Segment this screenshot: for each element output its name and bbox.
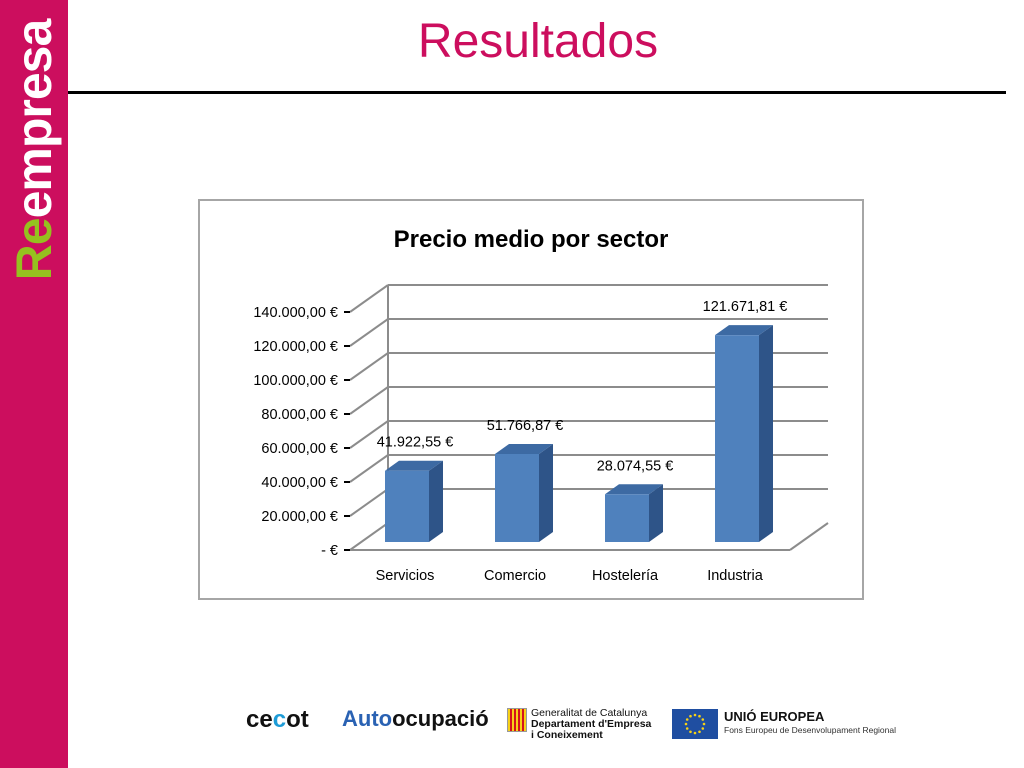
bar xyxy=(605,494,649,542)
bar xyxy=(495,453,539,542)
data-label: 41.922,55 € xyxy=(377,435,454,451)
x-tick-label: Hostelería xyxy=(592,568,659,584)
y-tick-label: 140.000,00 € xyxy=(253,305,338,321)
reempresa-logo: Reempresa xyxy=(0,0,68,300)
y-tick-label: 80.000,00 € xyxy=(261,407,338,423)
bar-top xyxy=(605,484,663,495)
bar xyxy=(715,335,759,542)
gridline-diagonal xyxy=(349,454,389,483)
eu-star xyxy=(693,713,697,717)
autoocupacio-logo-part-1: Auto xyxy=(342,706,393,731)
bar-top xyxy=(495,443,553,454)
eu-subtitle: Fons Europeu de Desenvolupament Regional xyxy=(724,725,897,735)
y-tick-label: 100.000,00 € xyxy=(253,373,338,389)
data-label: 121.671,81 € xyxy=(703,299,788,315)
bar-top xyxy=(715,325,773,336)
cecot-logo-part-3: ot xyxy=(286,706,309,733)
y-tick-label: 120.000,00 € xyxy=(253,339,338,355)
logo-letter-r: R xyxy=(6,245,62,281)
page-title: Resultados xyxy=(417,15,659,68)
generalitat-line-2: Departament d'Empresa xyxy=(531,718,652,730)
x-tick-label: Industria xyxy=(707,568,764,584)
eu-star xyxy=(698,730,701,734)
bar-side xyxy=(539,443,553,542)
bar-top xyxy=(385,460,443,471)
eu-star xyxy=(693,731,697,735)
bar-side xyxy=(759,325,773,542)
data-label: 51.766,87 € xyxy=(487,418,564,434)
bar-side xyxy=(429,460,443,542)
eu-star xyxy=(685,718,689,721)
cecot-logo-part-2: c xyxy=(272,706,287,733)
eu-star xyxy=(698,714,701,718)
x-tick-label: Comercio xyxy=(484,568,546,584)
bar-side xyxy=(649,484,663,542)
autoocupacio-logo-part-2: ocupació xyxy=(392,706,489,731)
generalitat-logo: Generalitat de Catalunya Departament d'E… xyxy=(507,708,657,742)
eu-flag-icon xyxy=(672,709,718,739)
gridline-diagonal xyxy=(349,386,389,415)
title-divider xyxy=(68,91,1006,94)
floor-right-edge xyxy=(789,522,829,551)
y-tick-label: 40.000,00 € xyxy=(261,475,338,491)
cecot-logo: cecot xyxy=(246,706,309,734)
logo-word-empresa: empresa xyxy=(6,19,62,219)
eu-logo: UNIÓ EUROPEA Fons Europeu de Desenvolupa… xyxy=(672,709,896,743)
eu-title: UNIÓ EUROPEA xyxy=(724,709,825,724)
eu-star xyxy=(701,727,705,730)
eu-star xyxy=(701,718,705,721)
eu-star xyxy=(684,722,688,726)
generalitat-line-1: Generalitat de Catalunya xyxy=(531,707,648,719)
gridline-diagonal xyxy=(349,318,389,347)
gridline-diagonal xyxy=(349,284,389,313)
eu-star xyxy=(689,730,692,734)
bar xyxy=(385,470,429,542)
chart-title: Precio medio por sector xyxy=(394,226,669,253)
bar-chart: Precio medio por sector - € 20.000,00 € 40.… xyxy=(253,226,829,584)
eu-star xyxy=(689,714,692,718)
gridline-diagonal xyxy=(349,420,389,449)
data-label: 28.074,55 € xyxy=(597,458,674,474)
sidebar-band: Reempresa xyxy=(0,0,68,768)
logo-letter-e: e xyxy=(6,218,62,246)
chart-frame: Precio medio por sector - € 20.000,00 € 40.… xyxy=(198,199,864,600)
eu-star xyxy=(702,722,706,726)
y-tick-label: - € xyxy=(321,543,338,559)
catalan-flag-icon xyxy=(507,708,527,732)
y-tick-label: 60.000,00 € xyxy=(261,441,338,457)
eu-star xyxy=(685,727,689,730)
floor-left-edge xyxy=(349,522,389,551)
x-tick-label: Servicios xyxy=(376,568,435,584)
autoocupacio-logo: Autoocupació xyxy=(342,706,489,732)
cecot-logo-part-1: ce xyxy=(246,706,273,733)
gridline-diagonal xyxy=(349,488,389,517)
y-tick-label: 20.000,00 € xyxy=(261,509,338,525)
generalitat-line-3: i Coneixement xyxy=(531,729,603,741)
gridline-diagonal xyxy=(349,352,389,381)
